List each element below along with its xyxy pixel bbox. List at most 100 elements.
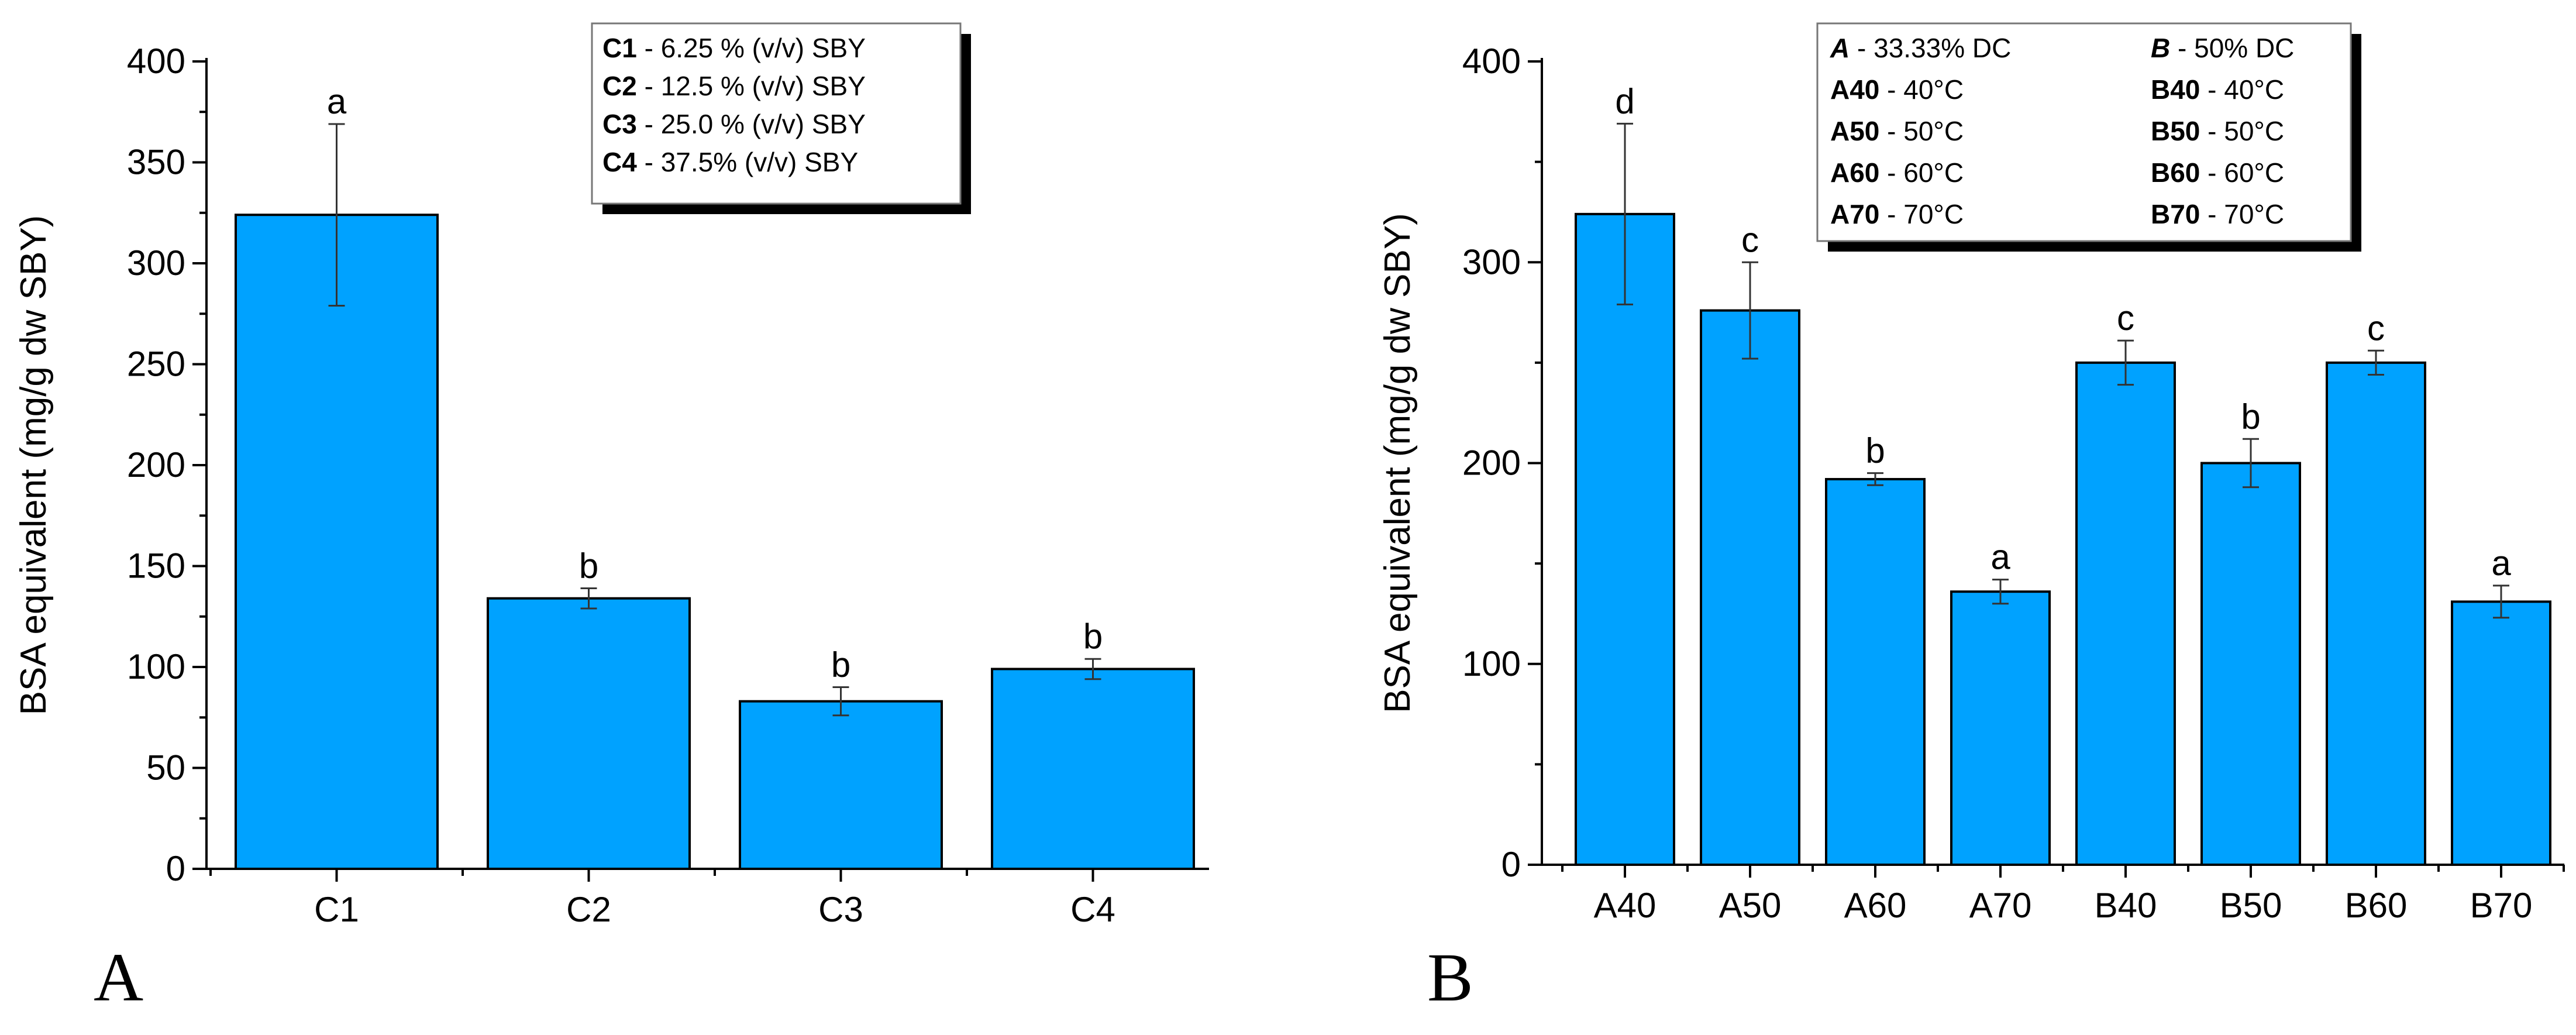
x-tick-label-C4: C4 bbox=[1070, 890, 1115, 929]
y-axis-title: BSA equivalent (mg/g dw SBY) bbox=[13, 215, 54, 716]
significance-label-A40: d bbox=[1615, 81, 1634, 121]
bar-A40 bbox=[1575, 212, 1675, 866]
significance-label-C3: b bbox=[831, 645, 850, 685]
significance-label-A70: a bbox=[1990, 538, 2010, 577]
legend-key: C4 bbox=[602, 147, 637, 177]
bar-A60 bbox=[1825, 477, 1926, 866]
legend-key: C2 bbox=[602, 71, 637, 101]
y-tick-label: 150 bbox=[127, 546, 185, 586]
panel-letter: B bbox=[1427, 939, 1473, 1016]
legend-key: B50 bbox=[2151, 116, 2200, 146]
legend-entry: C1 - 6.25 % (v/v) SBY bbox=[602, 33, 866, 63]
legend-text: - 60°C bbox=[2200, 157, 2284, 188]
bar-C1 bbox=[235, 214, 439, 871]
legend-key: B bbox=[2151, 33, 2170, 63]
legend-text: - 70°C bbox=[2200, 199, 2284, 229]
legend: C1 - 6.25 % (v/v) SBY C2 - 12.5 % (v/v) S… bbox=[591, 22, 971, 214]
legend-key: C3 bbox=[602, 109, 637, 139]
significance-label-A60: b bbox=[1865, 431, 1885, 470]
x-tick-label-A60: A60 bbox=[1844, 886, 1907, 925]
x-tick-label-C1: C1 bbox=[314, 890, 359, 929]
significance-label-B70: a bbox=[2491, 544, 2511, 583]
legend-key: A60 bbox=[1830, 157, 1879, 188]
legend-text: - 50°C bbox=[1879, 116, 1964, 146]
significance-label-C2: b bbox=[579, 546, 598, 585]
y-tick-label: 300 bbox=[1462, 242, 1521, 281]
legend-box bbox=[591, 22, 962, 205]
y-tick-label: 350 bbox=[127, 143, 185, 182]
legend-entry: A40 - 40°C bbox=[1830, 74, 1964, 105]
legend-text: - 50% DC bbox=[2170, 33, 2294, 63]
significance-label-B60: c bbox=[2367, 308, 2385, 348]
y-tick-label: 100 bbox=[1462, 644, 1521, 683]
legend-entry: A60 - 60°C bbox=[1830, 157, 1964, 188]
legend-text: - 25.0 % (v/v) SBY bbox=[637, 109, 866, 139]
legend-entry: B - 50% DC bbox=[2151, 33, 2294, 63]
legend-text: - 12.5 % (v/v) SBY bbox=[637, 71, 866, 101]
y-tick-label: 0 bbox=[1501, 845, 1521, 884]
y-tick-label: 300 bbox=[127, 243, 185, 283]
x-tick-label-B60: B60 bbox=[2345, 886, 2408, 925]
bar-B50 bbox=[2200, 462, 2301, 866]
bar-B70 bbox=[2451, 600, 2551, 866]
y-tick-label: 0 bbox=[166, 849, 185, 888]
legend-entry: B60 - 60°C bbox=[2151, 157, 2284, 188]
legend-key: A70 bbox=[1830, 199, 1879, 229]
y-tick-label: 100 bbox=[127, 647, 185, 686]
bar-B60 bbox=[2326, 361, 2426, 866]
legend-entry: C4 - 37.5% (v/v) SBY bbox=[602, 147, 858, 177]
significance-label-B40: c bbox=[2117, 298, 2134, 338]
legend-key: C1 bbox=[602, 33, 637, 63]
significance-label-C1: a bbox=[327, 82, 347, 121]
bar-A70 bbox=[1950, 590, 2051, 866]
x-tick-label-B50: B50 bbox=[2220, 886, 2282, 925]
legend-key: B70 bbox=[2151, 199, 2200, 229]
y-tick-label: 400 bbox=[127, 42, 185, 81]
legend-text: - 33.33% DC bbox=[1850, 33, 2011, 63]
legend-text: - 70°C bbox=[1879, 199, 1964, 229]
legend-entry: C3 - 25.0 % (v/v) SBY bbox=[602, 109, 866, 139]
y-tick-label: 200 bbox=[127, 445, 185, 484]
x-tick-label-B70: B70 bbox=[2470, 886, 2533, 925]
legend-key: B60 bbox=[2151, 157, 2200, 188]
bar-C4 bbox=[991, 668, 1195, 870]
significance-label-A50: c bbox=[1741, 220, 1759, 259]
legend-entry: A50 - 50°C bbox=[1830, 116, 1964, 146]
y-tick-label: 400 bbox=[1462, 42, 1521, 81]
legend-text: - 50°C bbox=[2200, 116, 2284, 146]
legend-entry: B70 - 70°C bbox=[2151, 199, 2284, 229]
bar-C2 bbox=[487, 597, 691, 870]
x-tick-label-B40: B40 bbox=[2095, 886, 2157, 925]
bar-C3 bbox=[739, 700, 943, 871]
y-tick-label: 200 bbox=[1462, 443, 1521, 483]
y-tick-label: 50 bbox=[146, 748, 185, 788]
bar-A50 bbox=[1700, 309, 1800, 866]
legend-entry: B40 - 40°C bbox=[2151, 74, 2284, 105]
x-tick-label-A40: A40 bbox=[1594, 886, 1657, 925]
legend-key: A50 bbox=[1830, 116, 1879, 146]
y-axis-title: BSA equivalent (mg/g dw SBY) bbox=[1377, 213, 1418, 713]
legend-text: - 40°C bbox=[2200, 74, 2284, 105]
significance-label-B50: b bbox=[2241, 397, 2260, 436]
legend-key: A bbox=[1830, 33, 1850, 63]
legend-entry: A70 - 70°C bbox=[1830, 199, 1964, 229]
legend-key: A40 bbox=[1830, 74, 1879, 105]
x-tick-label-C3: C3 bbox=[818, 890, 863, 929]
chart-panel-b: d A40 c A50 b A60 a A70 c B40 b B50 c B60 a B70 0 100 200 3… bbox=[1377, 22, 2565, 1016]
significance-label-C4: b bbox=[1083, 617, 1103, 656]
legend-entry: C2 - 12.5 % (v/v) SBY bbox=[602, 71, 866, 101]
x-tick-label-C2: C2 bbox=[566, 890, 611, 929]
legend-box bbox=[1816, 22, 2352, 242]
legend-entry: B50 - 50°C bbox=[2151, 116, 2284, 146]
x-tick-label-A50: A50 bbox=[1719, 886, 1782, 925]
legend-text: - 60°C bbox=[1879, 157, 1964, 188]
x-tick-label-A70: A70 bbox=[1969, 886, 2032, 925]
bar-B40 bbox=[2075, 361, 2176, 866]
y-tick-label: 250 bbox=[127, 345, 185, 384]
legend-text: - 37.5% (v/v) SBY bbox=[637, 147, 858, 177]
panel-letter: A bbox=[94, 939, 143, 1016]
legend-key: B40 bbox=[2151, 74, 2200, 105]
